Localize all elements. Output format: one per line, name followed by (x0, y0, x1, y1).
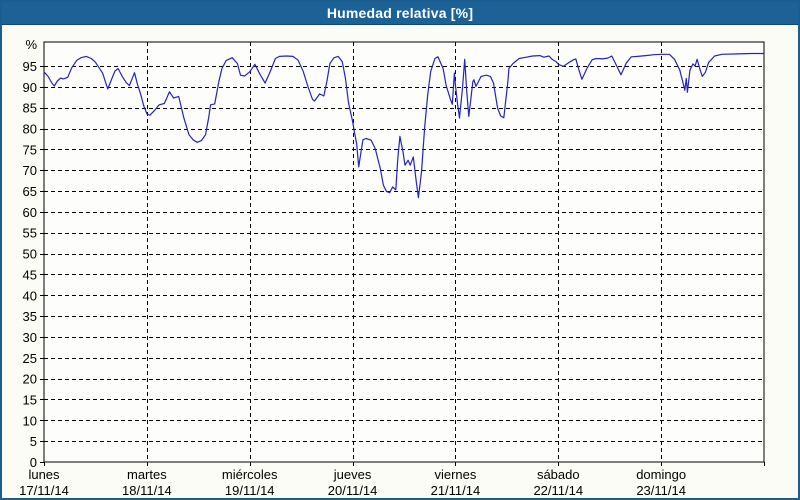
y-axis-tick-label: 70 (23, 163, 37, 178)
x-axis-day-label: miércoles (222, 467, 278, 482)
x-axis-date-label: 17/11/14 (19, 483, 69, 498)
y-axis-tick-label: 40 (23, 288, 37, 303)
y-axis-tick-label: 55 (23, 226, 37, 241)
x-axis-day-label: martes (127, 467, 167, 482)
x-axis-date-label: 20/11/14 (328, 483, 378, 498)
y-axis-tick-label: 95 (23, 59, 37, 74)
y-axis-tick-label: 85 (23, 101, 37, 116)
y-axis-tick-label: 75 (23, 142, 37, 157)
x-axis-day-label: jueves (333, 467, 372, 482)
y-axis-tick-label: 10 (23, 413, 37, 428)
x-axis-date-label: 22/11/14 (533, 483, 583, 498)
y-axis-tick-label: 5 (30, 434, 37, 449)
y-axis-tick-label: 80 (23, 122, 37, 137)
y-axis-tick-label: 45 (23, 267, 37, 282)
humidity-line (43, 52, 765, 199)
y-axis-tick-label: 30 (23, 330, 37, 345)
x-axis-day-label: lunes (28, 467, 60, 482)
y-axis-tick-label: 50 (23, 247, 37, 262)
y-axis-tick-label: 60 (23, 205, 37, 220)
x-axis-day-label: viernes (434, 467, 476, 482)
plot-area (43, 41, 765, 463)
x-axis-date-label: 23/11/14 (636, 483, 686, 498)
y-axis-tick-label: 20 (23, 372, 37, 387)
x-axis-date-label: 18/11/14 (122, 483, 172, 498)
y-axis-tick-label: 15 (23, 392, 37, 407)
title-bar: Humedad relativa [%] (2, 2, 798, 25)
x-axis-day-label: sábado (537, 467, 580, 482)
y-axis-tick-label: 0 (30, 455, 37, 470)
x-axis-date-label: 19/11/14 (225, 483, 275, 498)
y-axis-tick-label: 65 (23, 184, 37, 199)
y-axis-tick-label: 90 (23, 80, 37, 95)
y-axis-tick-label: 35 (23, 309, 37, 324)
y-axis-unit-label: % (25, 37, 37, 52)
y-axis-tick-label: 25 (23, 351, 37, 366)
chart-title: Humedad relativa [%] (326, 5, 474, 21)
x-axis-date-label: 21/11/14 (431, 483, 481, 498)
x-axis-day-label: domingo (636, 467, 686, 482)
